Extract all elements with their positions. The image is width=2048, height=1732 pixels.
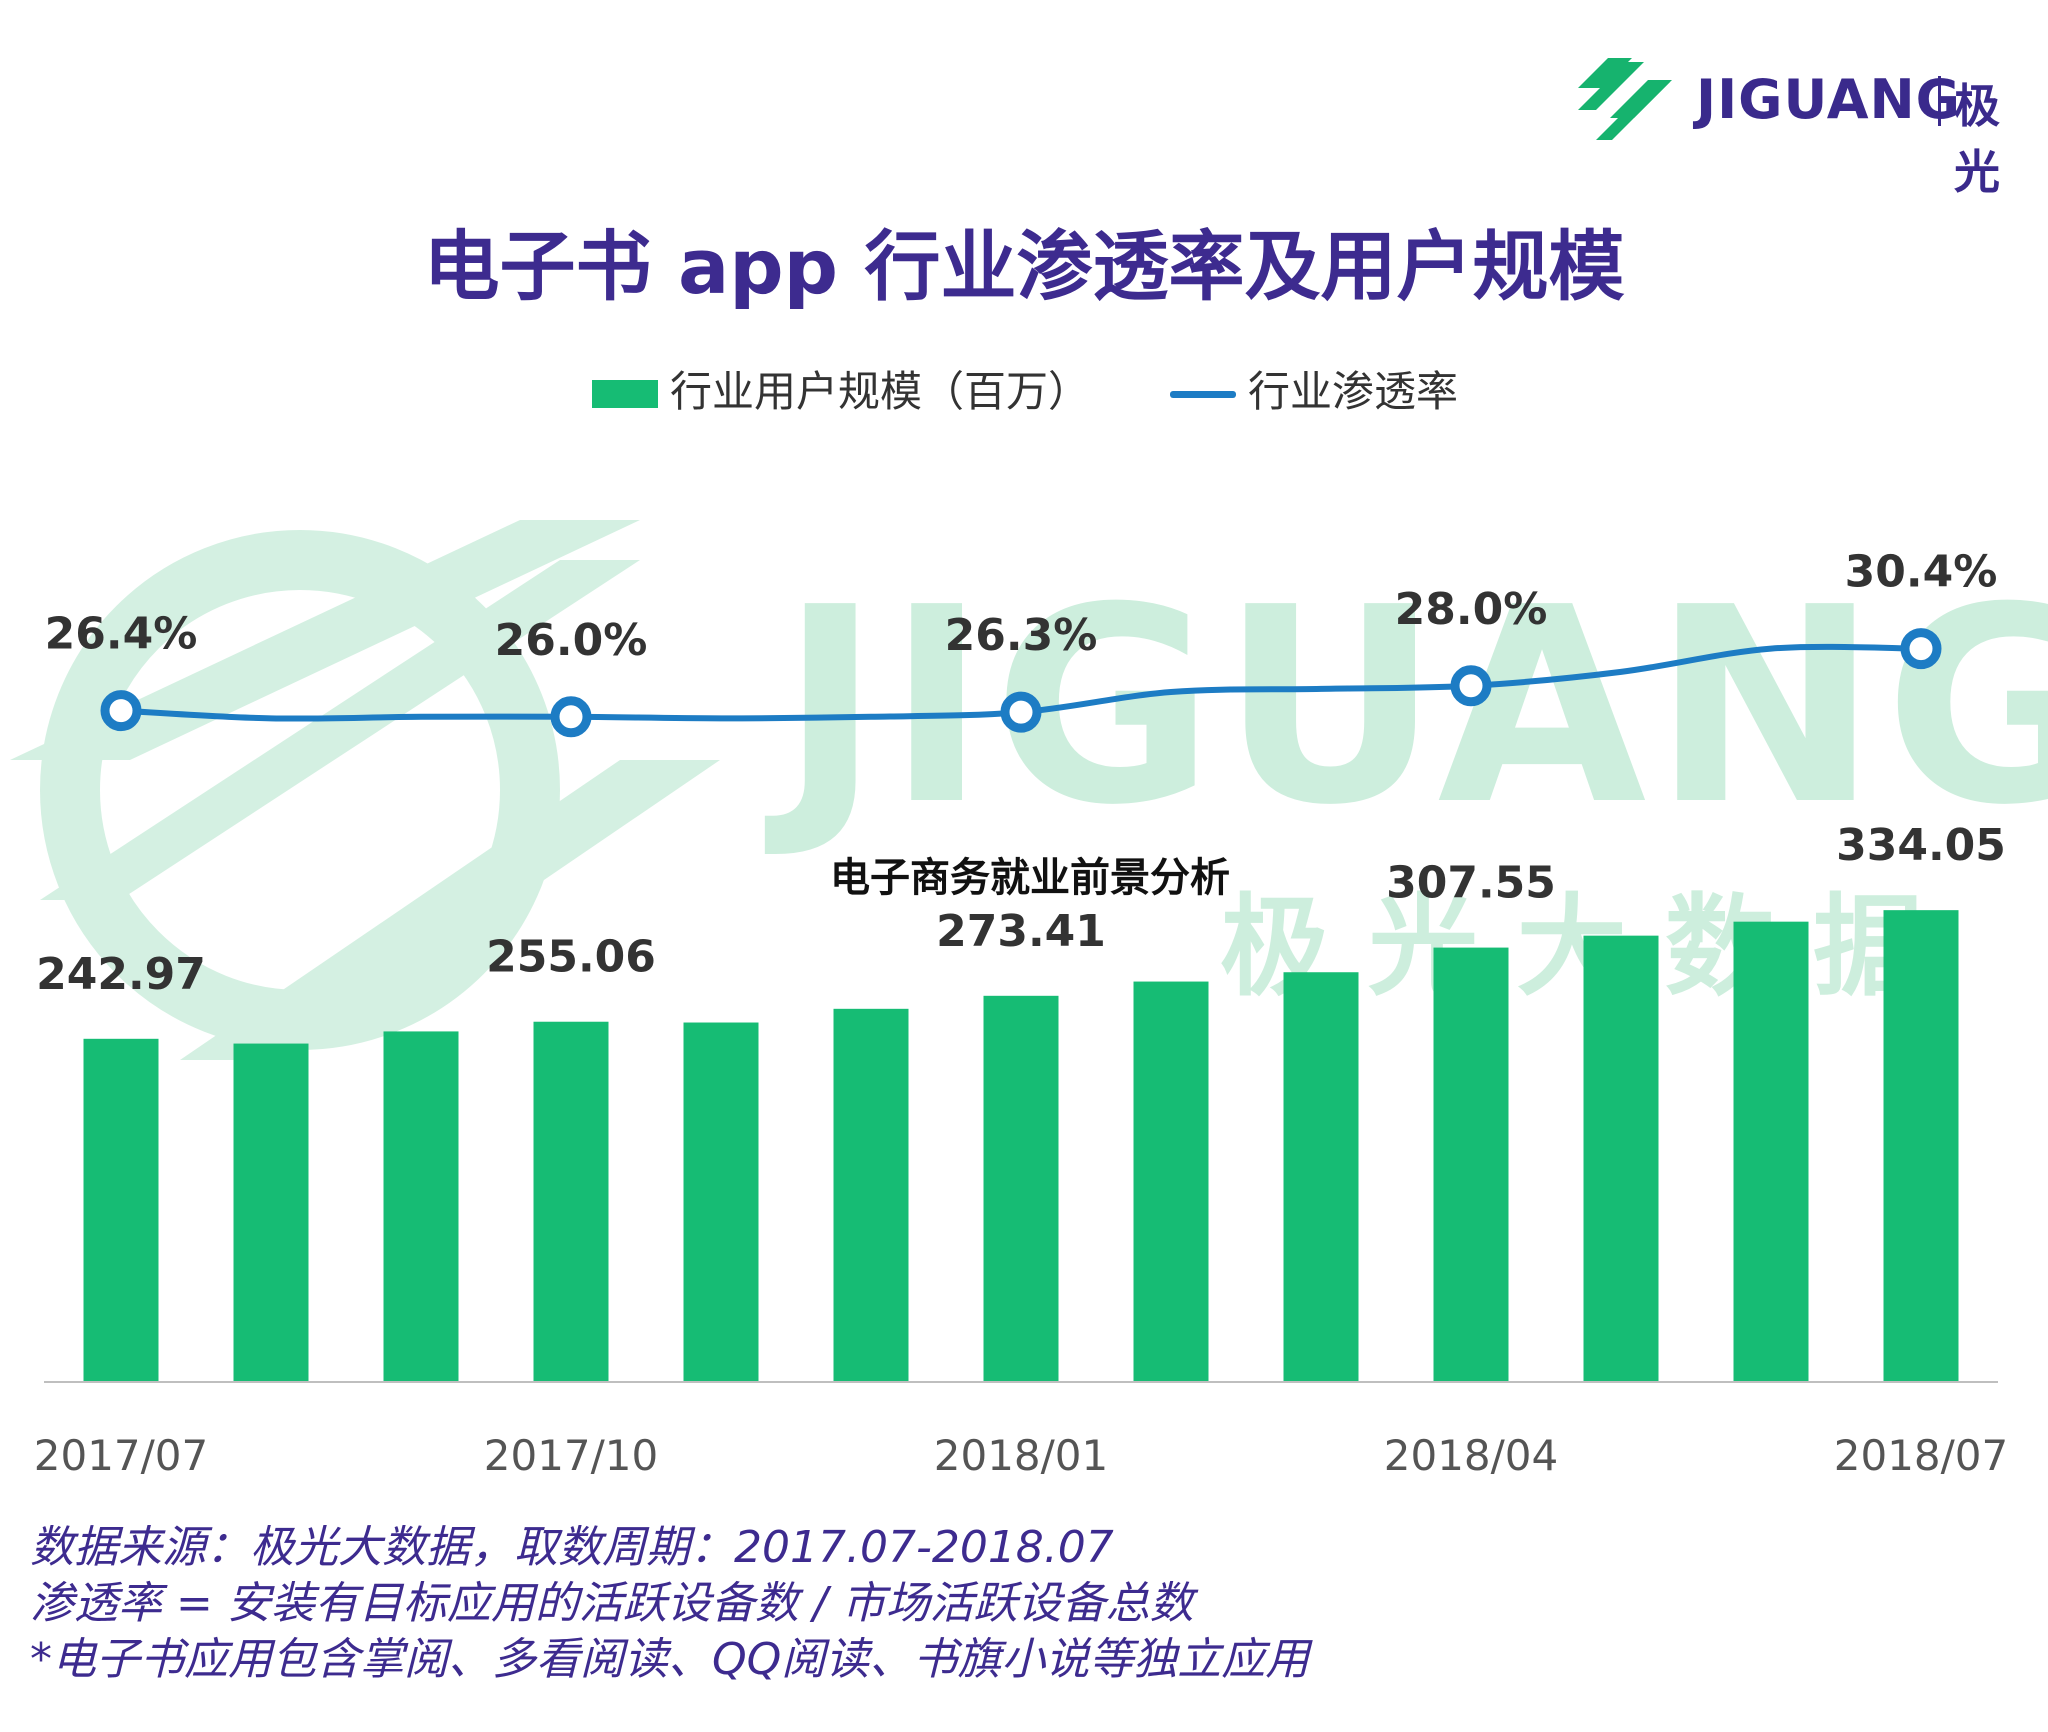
x-tick-label: 2017/07 (34, 1431, 208, 1480)
page-title: 电子书 app 行业渗透率及用户规模 (423, 222, 1625, 311)
x-tick-label: 2018/01 (934, 1431, 1108, 1480)
legend-swatch-line (1170, 391, 1236, 398)
legend-swatch-bar (592, 380, 658, 408)
chart-legend: 行业用户规模（百万） 行业渗透率 (0, 362, 2048, 422)
line-value-label: 26.3% (945, 610, 1098, 661)
bar-value-label: 334.05 (1836, 820, 2006, 871)
bar-value-label: 273.41 (936, 906, 1106, 957)
line-value-label: 28.0% (1395, 584, 1548, 635)
line-series (100, 628, 1942, 738)
jiguang-logo: JIGUANG 极光 (1570, 48, 2040, 199)
bar-value-label: 255.06 (486, 932, 656, 983)
line-value-label: 30.4% (1845, 547, 1998, 598)
legend-label-users: 行业用户规模（百万） (670, 367, 1091, 416)
source-note: 数据来源：极光大数据，取数周期：2017.07-2018.07 (30, 1522, 1114, 1573)
bar-2018/06 (1733, 921, 1809, 1382)
line-marker-2017/07 (100, 690, 142, 732)
bar-2018/01 (983, 995, 1059, 1382)
watermark-logo-stroke (10, 520, 640, 760)
line-marker-2018/01 (1000, 691, 1042, 733)
x-axis: 2017/07 2017/10 2018/01 2018/04 2018/07 (34, 1381, 2008, 1480)
bar-2017/07 (83, 1038, 159, 1382)
bar-2018/07 (1883, 910, 1959, 1382)
bar-2018/04 (1433, 947, 1509, 1382)
x-tick-label: 2018/04 (1384, 1431, 1558, 1480)
x-tick-label: 2018/07 (1834, 1431, 2008, 1480)
overlay-text: 电子商务就业前景分析 (830, 855, 1230, 901)
line-marker-2017/10 (550, 696, 592, 738)
bar-2017/12 (833, 1008, 909, 1382)
bar-series (83, 910, 1959, 1382)
line-marker-2018/04 (1450, 665, 1492, 707)
watermark-logo-stroke (180, 760, 720, 1060)
jiguang-logo-icon (1578, 58, 1672, 140)
bar-2017/08 (233, 1043, 309, 1382)
footer-notes: 数据来源：极光大数据，取数周期：2017.07-2018.07 渗透率 = 安装… (30, 1520, 1309, 1688)
line-value-label: 26.0% (495, 615, 648, 666)
bar-2017/11 (683, 1022, 759, 1382)
definition-note: 渗透率 = 安装有目标应用的活跃设备数 / 市场活跃设备总数 (30, 1578, 1194, 1629)
data-labels: 242.97 255.06 273.41 307.55 334.05 26.4% 26.0%… (36, 547, 2006, 1000)
bar-value-label: 307.55 (1386, 858, 1556, 909)
line-marker-2018/07 (1900, 628, 1942, 670)
watermark-logo-icon (10, 520, 720, 1060)
bar-2017/09 (383, 1031, 459, 1382)
x-tick-label: 2017/10 (484, 1431, 658, 1480)
apps-note: *电子书应用包含掌阅、多看阅读、QQ阅读、书旗小说等独立应用 (30, 1634, 1310, 1685)
line-value-label: 26.4% (45, 609, 198, 660)
legend-label-penetration: 行业渗透率 (1248, 367, 1459, 416)
logo-cn-text: 极光 (1954, 79, 2000, 199)
bar-2017/10 (533, 1021, 609, 1382)
watermark-brand-text: JIGUANG (763, 549, 2048, 864)
bar-value-label: 242.97 (36, 949, 206, 1000)
logo-brand-text: JIGUANG (1696, 68, 1962, 131)
bar-2018/02 (1133, 981, 1209, 1382)
bar-2018/03 (1283, 972, 1359, 1382)
logo-separator (1938, 76, 1941, 126)
bar-2018/05 (1583, 935, 1659, 1382)
watermark-logo-ring (40, 530, 560, 1050)
